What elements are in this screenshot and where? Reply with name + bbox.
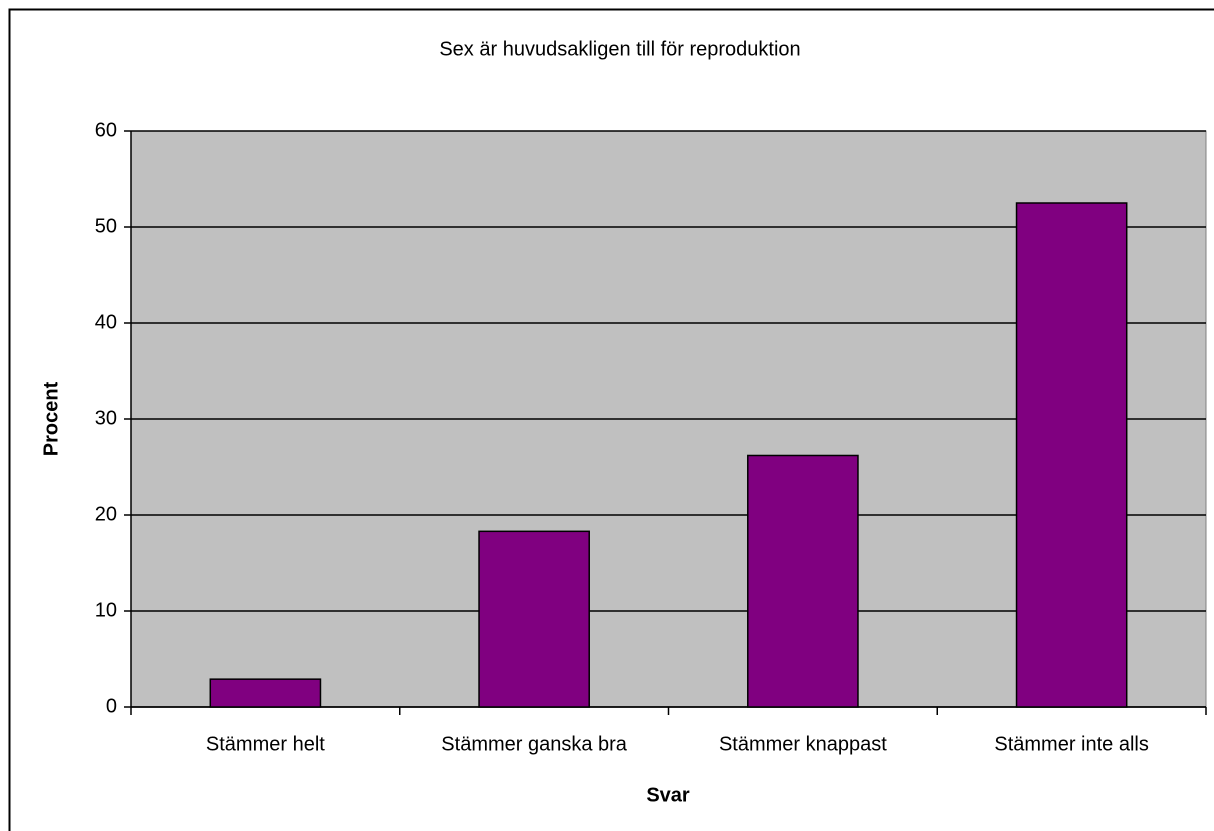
chart-title: Sex är huvudsakligen till för reprodukti… (439, 38, 800, 60)
bar (1015, 202, 1128, 708)
y-tick-label: 30 (95, 407, 117, 429)
bar (478, 530, 590, 708)
y-axis-label: Procent (40, 381, 62, 456)
y-tick-label: 50 (95, 215, 117, 237)
y-tick-label: 60 (95, 119, 117, 141)
x-axis-label: Svar (646, 784, 690, 806)
x-tick-label: Stämmer helt (206, 733, 325, 755)
y-tick-label: 40 (95, 311, 117, 333)
bar (747, 454, 859, 708)
x-tick-label: Stämmer knappast (719, 733, 887, 755)
x-tick-label: Stämmer inte alls (994, 733, 1149, 755)
x-tick-label: Stämmer ganska bra (441, 733, 628, 755)
y-tick-label: 0 (106, 695, 117, 717)
y-tick-label: 20 (95, 503, 117, 525)
bar (209, 678, 322, 708)
y-tick-label: 10 (95, 599, 117, 621)
